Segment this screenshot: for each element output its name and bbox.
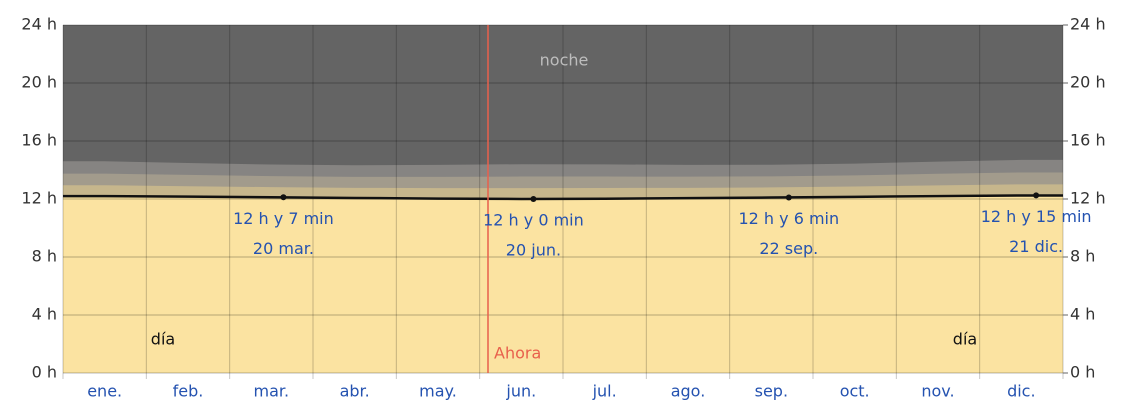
x-tick-label: jun. xyxy=(505,382,536,401)
y2-tick-label: 16 h xyxy=(1070,131,1106,150)
now-label: Ahora xyxy=(494,344,541,363)
y2-tick-label: 12 h xyxy=(1070,189,1106,208)
y2-tick-label: 4 h xyxy=(1070,305,1095,324)
x-tick-label: mar. xyxy=(254,382,290,401)
y2-tick-label: 0 h xyxy=(1070,363,1095,382)
x-tick-label: nov. xyxy=(921,382,954,401)
x-tick-label: may. xyxy=(419,382,457,401)
y-tick-label: 24 h xyxy=(21,15,57,34)
annotation-value: 12 h y 0 min xyxy=(483,211,584,230)
day-area xyxy=(63,195,1063,373)
x-tick-label: oct. xyxy=(840,382,870,401)
x-tick-label: dic. xyxy=(1007,382,1035,401)
y-tick-label: 20 h xyxy=(21,73,57,92)
x-tick-label: abr. xyxy=(340,382,370,401)
annotation-value: 12 h y 15 min xyxy=(981,207,1092,226)
y2-tick-label: 8 h xyxy=(1070,247,1095,266)
annotation-point xyxy=(280,194,287,201)
annotation-point xyxy=(785,194,792,201)
annotation-point xyxy=(1033,192,1040,199)
x-tick-label: jul. xyxy=(592,382,617,401)
annotation-date: 21 dic. xyxy=(1009,237,1063,256)
y2-tick-label: 24 h xyxy=(1070,15,1106,34)
y-tick-label: 16 h xyxy=(21,131,57,150)
x-tick-label: ene. xyxy=(87,382,122,401)
annotation-point xyxy=(530,196,537,202)
annotation-date: 20 mar. xyxy=(253,239,314,258)
x-tick-label: ago. xyxy=(671,382,706,401)
y-tick-label: 8 h xyxy=(32,247,57,266)
night-label: noche xyxy=(540,51,589,70)
y2-tick-label: 20 h xyxy=(1070,73,1106,92)
annotation-date: 22 sep. xyxy=(759,239,818,258)
annotation-value: 12 h y 6 min xyxy=(738,209,839,228)
y-tick-label: 4 h xyxy=(32,305,57,324)
x-tick-label: sep. xyxy=(755,382,788,401)
daylight-line xyxy=(63,194,1063,201)
annotation-value: 12 h y 7 min xyxy=(233,209,334,228)
day-label: día xyxy=(953,330,977,349)
day-label: día xyxy=(151,330,175,349)
y-tick-label: 0 h xyxy=(32,363,57,382)
annotation-date: 20 jun. xyxy=(506,241,561,260)
y-tick-label: 12 h xyxy=(21,189,57,208)
x-tick-label: feb. xyxy=(173,382,204,401)
